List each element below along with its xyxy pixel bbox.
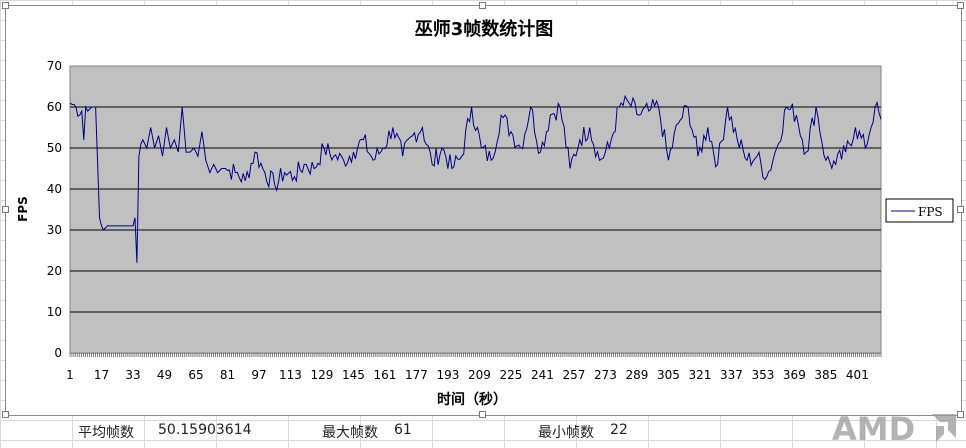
x-tick-label: 369 (783, 368, 806, 382)
y-axis-ticks: 0 10 20 30 40 50 60 70 (47, 59, 62, 360)
avg-fps-label: 平均帧数 (78, 425, 134, 441)
y-tick-label: 30 (47, 223, 62, 237)
x-tick-label: 17 (94, 368, 109, 382)
resize-handle-bottom-mid[interactable] (479, 411, 486, 418)
x-tick-label: 97 (251, 368, 266, 382)
y-tick-label: 60 (47, 100, 62, 114)
x-tick-label: 305 (657, 368, 680, 382)
y-tick-label: 10 (47, 305, 62, 319)
x-tick-label: 113 (279, 368, 302, 382)
x-tick-label: 273 (594, 368, 617, 382)
x-tick-label: 33 (125, 368, 140, 382)
min-fps-label: 最小帧数 (538, 425, 594, 441)
resize-handle-top-right[interactable] (957, 2, 964, 9)
y-tick-label: 40 (47, 182, 62, 196)
y-tick-label: 70 (47, 59, 62, 73)
amd-arrow-icon (932, 414, 956, 442)
x-tick-label: 337 (720, 368, 743, 382)
legend-box (885, 198, 954, 223)
legend-label: FPS (918, 205, 943, 219)
x-tick-label: 321 (688, 368, 711, 382)
x-tick-label: 385 (814, 368, 837, 382)
stats-row: 平均帧数 50.15903614 最大帧数 61 最小帧数 22 (0, 418, 966, 444)
y-tick-label: 50 (47, 141, 62, 155)
chart-object[interactable]: 巫师3帧数统计图 0 10 20 30 40 50 60 70 1 17 33 49 65 81 97 11… (5, 5, 962, 416)
x-tick-label: 193 (436, 368, 459, 382)
resize-handle-mid-right[interactable] (957, 206, 964, 213)
x-tick-label: 81 (220, 368, 235, 382)
x-tick-label: 177 (405, 368, 428, 382)
x-tick-label: 225 (499, 368, 522, 382)
x-tick-label: 401 (846, 368, 869, 382)
resize-handle-top-left[interactable] (2, 2, 9, 9)
x-tick-label: 257 (562, 368, 585, 382)
max-fps-label: 最大帧数 (322, 425, 378, 441)
x-tick-label: 1 (66, 368, 74, 382)
x-tick-label: 289 (625, 368, 648, 382)
x-tick-label: 145 (342, 368, 365, 382)
x-tick-label: 49 (157, 368, 172, 382)
min-fps-value: 22 (610, 422, 628, 438)
x-tick-label: 129 (311, 368, 334, 382)
resize-handle-bottom-right[interactable] (957, 411, 964, 418)
y-tick-label: 0 (54, 346, 62, 360)
x-tick-label: 353 (751, 368, 774, 382)
y-tick-label: 20 (47, 264, 62, 278)
plot-area (69, 65, 882, 354)
y-axis-label: FPS (16, 196, 30, 222)
chart-title: 巫师3帧数统计图 (415, 18, 554, 40)
grid-lines (70, 106, 881, 313)
x-axis-ticks: 1 17 33 49 65 81 97 113 129 145 161 177 193 209 225 241… (66, 353, 882, 382)
avg-fps-value: 50.15903614 (158, 422, 252, 438)
amd-logo-text: AMD (832, 410, 915, 446)
legend[interactable]: FPS (885, 198, 954, 223)
amd-logo-watermark: AMD (832, 410, 956, 446)
chart-svg: 巫师3帧数统计图 0 10 20 30 40 50 60 70 1 17 33 49 65 81 97 11… (16, 18, 954, 408)
x-tick-label: 65 (188, 368, 203, 382)
max-fps-value: 61 (394, 422, 412, 438)
x-tick-label: 209 (468, 368, 491, 382)
resize-handle-bottom-left[interactable] (2, 411, 9, 418)
x-tick-label: 241 (531, 368, 554, 382)
x-tick-label: 161 (373, 368, 396, 382)
x-axis-label: 时间（秒） (437, 391, 507, 408)
fps-series-line (69, 94, 882, 263)
resize-handle-mid-left[interactable] (2, 206, 9, 213)
resize-handle-top-mid[interactable] (479, 2, 486, 9)
